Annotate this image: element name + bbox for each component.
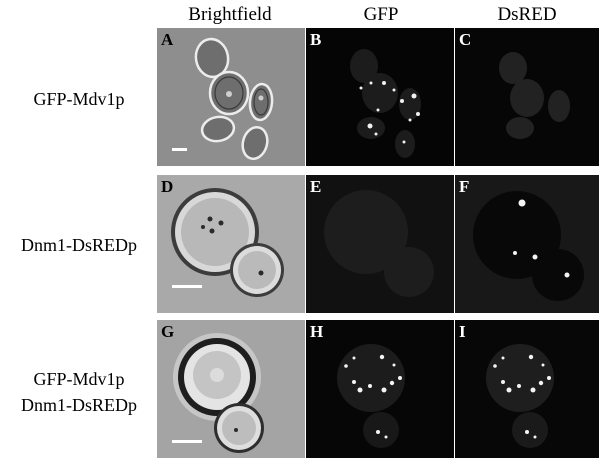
dsred-image-c: [455, 28, 599, 166]
row-label-3: GFP-Mdv1p Dnm1-DsREDp: [0, 366, 158, 418]
panel-letter-g: G: [161, 322, 175, 341]
panel-i-dsred: I: [455, 320, 599, 458]
panel-a-brightfield: A: [157, 28, 305, 166]
panel-b-gfp: B: [306, 28, 454, 166]
panel-d-brightfield: D: [157, 175, 305, 313]
row-label-1-line-1: GFP-Mdv1p: [33, 89, 125, 109]
panel-f-dsred: F: [455, 175, 599, 313]
column-header-dsred: DsRED: [497, 4, 557, 25]
row-label-1: GFP-Mdv1p: [0, 86, 158, 112]
panel-letter-d: D: [161, 177, 174, 196]
panel-letter-h: H: [310, 322, 324, 341]
row-label-2-line-1: Dnm1-DsREDp: [21, 235, 137, 255]
scale-bar: [172, 440, 202, 443]
row-label-3-line-1: GFP-Mdv1p: [33, 369, 125, 389]
panel-letter-c: C: [459, 30, 472, 49]
dsred-image-i: [455, 320, 599, 458]
panel-e-gfp: E: [306, 175, 454, 313]
scale-bar: [172, 285, 202, 288]
brightfield-image-a: [157, 28, 305, 166]
column-header-brightfield: Brightfield: [188, 4, 272, 25]
panel-letter-e: E: [310, 177, 322, 196]
panel-h-gfp: H: [306, 320, 454, 458]
row-label-3-line-2: Dnm1-DsREDp: [21, 395, 137, 415]
row-label-2: Dnm1-DsREDp: [0, 232, 158, 258]
brightfield-image-d: [157, 175, 305, 313]
panel-letter-b: B: [310, 30, 322, 49]
dsred-image-f: [455, 175, 599, 313]
panel-letter-i: I: [459, 322, 466, 341]
brightfield-image-g: [157, 320, 305, 458]
gfp-image-e: [306, 175, 454, 313]
gfp-image-b: [306, 28, 454, 166]
panel-c-dsred: C: [455, 28, 599, 166]
panel-letter-f: F: [459, 177, 470, 196]
panel-letter-a: A: [161, 30, 174, 49]
panel-g-brightfield: G: [157, 320, 305, 458]
scale-bar: [172, 148, 187, 151]
column-header-gfp: GFP: [363, 4, 399, 25]
gfp-image-h: [306, 320, 454, 458]
